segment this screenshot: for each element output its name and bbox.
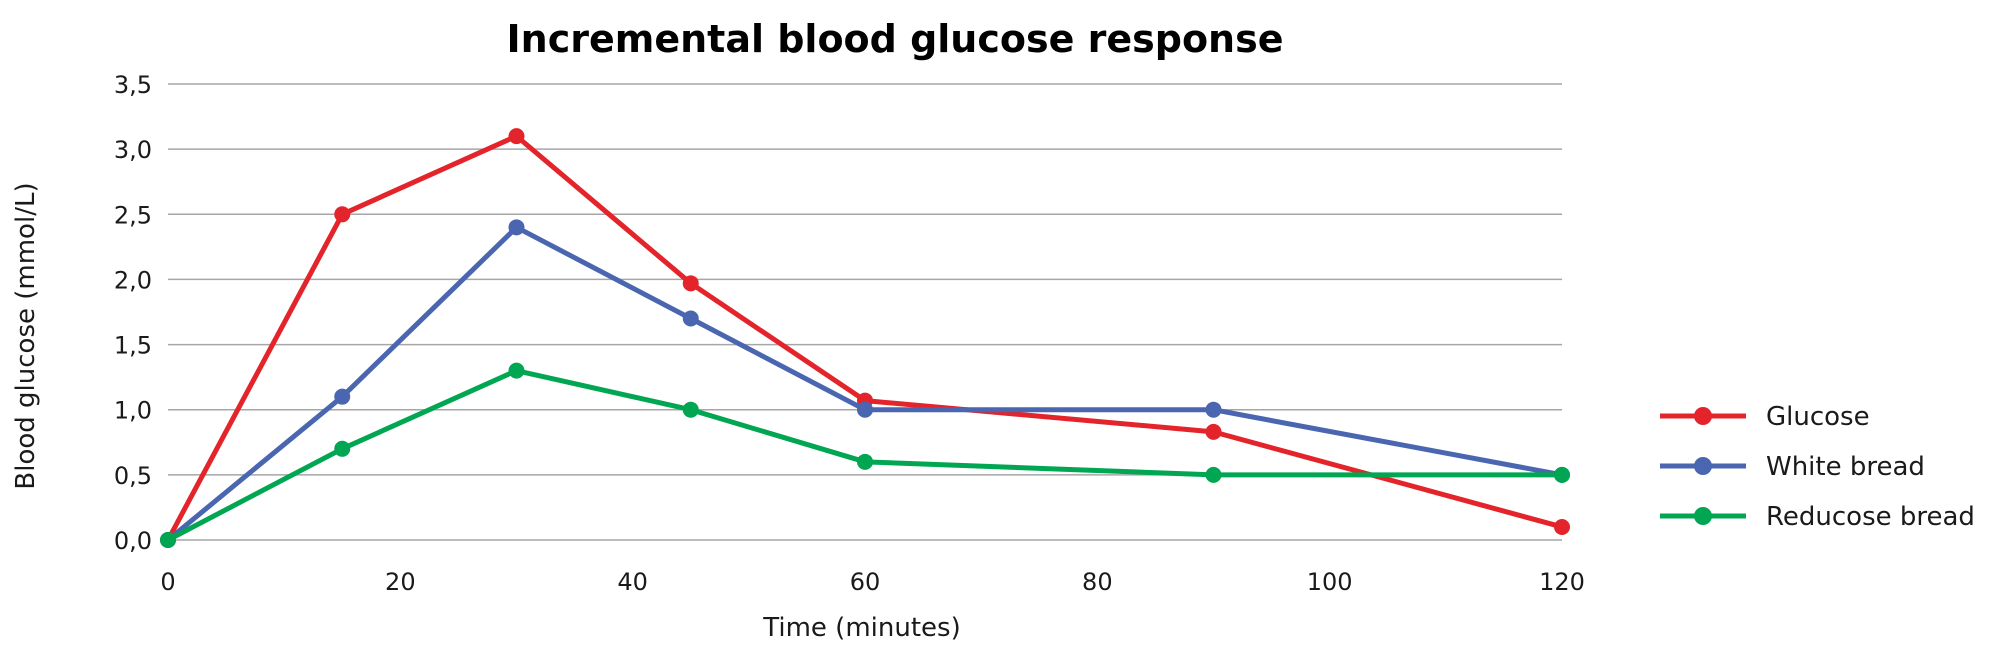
data-point: [508, 362, 525, 379]
data-point: [334, 440, 351, 457]
x-tick-label: 60: [850, 568, 881, 596]
series-line: [166, 224, 1563, 542]
series-reducose-bread: [160, 362, 1570, 548]
data-point: [857, 453, 873, 470]
legend-label: White bread: [1766, 452, 1925, 482]
y-tick-label: 2,5: [114, 201, 152, 229]
legend-label: Reducose bread: [1766, 502, 1975, 532]
data-point: [508, 128, 525, 145]
x-tick-label: 40: [617, 568, 648, 596]
y-tick-label: 1,5: [114, 332, 152, 360]
x-tick-label: 100: [1307, 568, 1353, 596]
y-tick-label: 2,0: [114, 266, 152, 294]
series-layer: [160, 128, 1570, 548]
data-point: [1554, 466, 1570, 483]
x-axis-label: Time (minutes): [762, 613, 960, 643]
y-axis-ticks: 0,0 0,5 1,0 1,5 2,0 2,5 3,0 3,5: [114, 71, 152, 555]
data-point: [682, 310, 699, 327]
data-point: [857, 401, 873, 418]
legend-item: Glucose: [1660, 402, 1870, 432]
legend-label: Glucose: [1766, 402, 1870, 432]
legend: Glucose White bread Reducose bread: [1660, 402, 1975, 532]
legend-marker: [1694, 457, 1712, 475]
series-glucose: [160, 128, 1570, 548]
data-point: [1205, 423, 1222, 440]
y-tick-label: 0,5: [114, 462, 152, 490]
legend-item: White bread: [1660, 452, 1925, 482]
series-white-bread: [160, 219, 1570, 548]
x-axis-ticks: 0 20 40 60 80 100 120: [160, 568, 1585, 596]
legend-item: Reducose bread: [1660, 502, 1975, 532]
legend-marker: [1694, 407, 1712, 425]
data-point: [1205, 401, 1222, 418]
x-tick-label: 80: [1082, 568, 1113, 596]
data-point: [334, 206, 351, 223]
data-point: [1205, 466, 1222, 483]
series-line: [165, 133, 1563, 542]
x-tick-label: 20: [385, 568, 416, 596]
y-axis-label: Blood glucose (mmol/L): [11, 182, 41, 489]
y-tick-label: 1,0: [114, 397, 152, 425]
legend-marker: [1694, 507, 1712, 525]
data-point: [334, 388, 351, 405]
y-tick-label: 3,0: [114, 136, 152, 164]
data-point: [1554, 518, 1570, 535]
data-point: [160, 532, 176, 548]
data-point: [682, 275, 699, 292]
chart-title: Incremental blood glucose response: [507, 17, 1284, 61]
x-tick-label: 0: [160, 568, 175, 596]
data-point: [682, 401, 699, 418]
x-tick-label: 120: [1539, 568, 1585, 596]
data-point: [508, 219, 525, 236]
y-tick-label: 0,0: [114, 527, 152, 555]
y-tick-label: 3,5: [114, 71, 152, 99]
